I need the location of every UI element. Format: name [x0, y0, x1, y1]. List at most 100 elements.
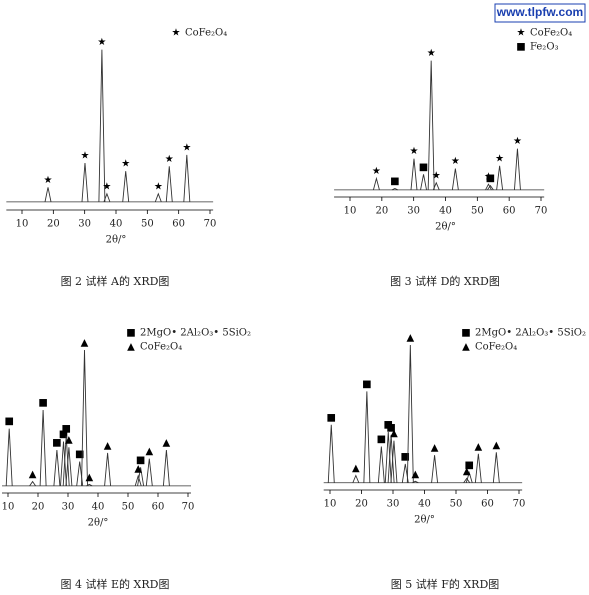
peak-marker: ▲ [475, 441, 483, 452]
peak [103, 192, 111, 203]
peak-marker: ★ [372, 166, 381, 177]
peak-marker: ★ [513, 136, 522, 147]
peak-marker: ★ [484, 172, 493, 183]
x-tick-label: 40 [92, 502, 105, 513]
x-tick-label: 30 [62, 502, 75, 513]
x-axis-label: 2θ/° [106, 235, 127, 246]
peak-marker: ■ [419, 162, 428, 173]
peak [387, 434, 395, 483]
peak [391, 187, 399, 191]
peak-marker: ■ [136, 455, 145, 466]
peak [412, 480, 419, 484]
peak [137, 467, 145, 486]
peak [39, 410, 47, 486]
peak-marker: ▲ [85, 472, 93, 483]
peak-marker: ■ [362, 379, 371, 390]
x-tick-label: 70 [535, 206, 548, 217]
x-tick-label: 10 [344, 206, 357, 217]
peak-marker: ★ [410, 146, 419, 157]
legend-symbol: ■ [516, 42, 525, 53]
peak [162, 450, 170, 486]
x-tick-label: 60 [152, 502, 165, 513]
caption: 图 3 试样 D的 XRD图 [390, 274, 500, 288]
peak [372, 176, 380, 191]
peak [410, 158, 418, 190]
legend-symbol: ▲ [462, 342, 470, 353]
x-tick-label: 40 [110, 219, 123, 230]
peak-marker: ★ [182, 142, 191, 153]
peak [487, 184, 494, 191]
x-axis-label: 2θ/° [435, 222, 456, 233]
peak-marker: ▲ [29, 469, 37, 480]
x-tick-label: 60 [172, 219, 185, 230]
peak [384, 431, 392, 483]
peak [377, 446, 385, 483]
peak-marker: ■ [486, 173, 495, 184]
x-tick-label: 60 [481, 499, 494, 510]
peak [81, 349, 88, 486]
peak-marker: ★ [97, 37, 106, 48]
x-tick-label: 40 [439, 206, 452, 217]
legend-label: CoFe₂O₄ [185, 28, 227, 39]
legend-label: CoFe₂O₄ [530, 28, 572, 39]
peak-marker: ▲ [134, 463, 142, 474]
caption: 图 5 试样 F的 XRD图 [391, 577, 500, 591]
peak-marker: ▲ [352, 463, 360, 474]
peak-marker: ■ [61, 423, 70, 434]
peak [496, 165, 504, 190]
peak [432, 181, 440, 191]
peak [122, 171, 130, 202]
legend-label: CoFe₂O₄ [140, 342, 182, 353]
peak [29, 480, 36, 487]
peak [154, 192, 162, 203]
peak [145, 458, 153, 486]
peak [104, 452, 112, 486]
peak-marker: ▲ [104, 440, 112, 451]
peak-marker: ▲ [406, 333, 414, 344]
peak [98, 49, 106, 202]
x-tick-label: 60 [503, 206, 516, 217]
peak-marker: ▲ [145, 446, 153, 457]
legend-symbol: ▲ [127, 342, 135, 353]
peak-marker: ▲ [65, 435, 73, 446]
peak [474, 453, 482, 483]
peak [81, 162, 89, 202]
x-tick-label: 70 [182, 502, 195, 513]
peak-marker: ■ [401, 451, 410, 462]
peak-marker: ■ [386, 422, 395, 433]
peak [62, 435, 70, 486]
peak-marker: ■ [327, 412, 336, 423]
peak [53, 450, 61, 486]
x-axis-label: 2θ/° [414, 515, 435, 526]
peak [427, 60, 435, 190]
legend-symbol: ■ [126, 328, 135, 339]
x-tick-label: 20 [32, 502, 45, 513]
peak [485, 183, 492, 191]
legend-label: 2MgO• 2Al₂O₃• 5SiO₂ [140, 328, 251, 339]
peak-marker: ▲ [81, 338, 89, 349]
x-tick-label: 70 [513, 499, 526, 510]
peak-marker: ★ [80, 151, 89, 162]
x-tick-label: 50 [471, 206, 484, 217]
peak-marker: ■ [38, 398, 47, 409]
peak [513, 148, 521, 190]
x-tick-label: 20 [355, 499, 368, 510]
peak [420, 174, 427, 190]
watermark-box [494, 3, 586, 23]
peak-marker: ★ [154, 181, 163, 192]
peak-marker: ■ [52, 438, 61, 449]
peak [463, 477, 471, 484]
peak [183, 154, 191, 202]
x-tick-label: 20 [47, 219, 60, 230]
x-tick-label: 30 [407, 206, 420, 217]
peak [492, 452, 500, 483]
peak [406, 344, 414, 483]
x-tick-label: 30 [387, 499, 400, 510]
peak-marker: ■ [390, 176, 399, 187]
peak [65, 447, 73, 486]
peak [86, 483, 93, 487]
peak-marker: ▲ [431, 443, 439, 454]
legend-symbol: ■ [461, 328, 470, 339]
